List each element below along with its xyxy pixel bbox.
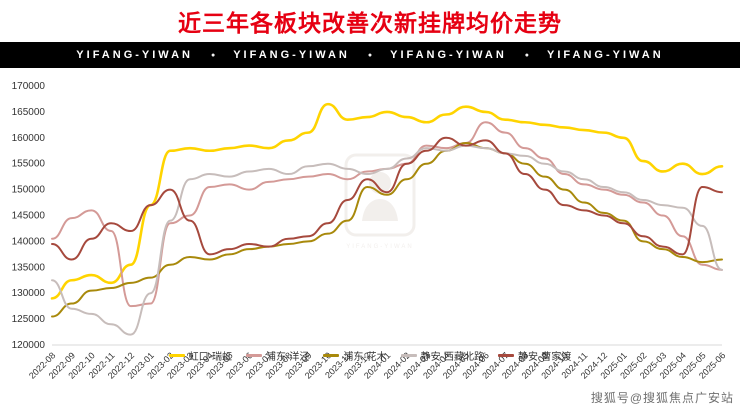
legend-label: 静安-曹家渡 [518, 352, 572, 363]
bullet-separator-icon: ● [367, 51, 373, 59]
svg-text:150000: 150000 [12, 185, 46, 196]
svg-text:165000: 165000 [12, 107, 46, 118]
source-watermark: 搜狐号@搜狐焦点广安站 [590, 391, 734, 405]
legend-marker [168, 354, 185, 357]
legend-item: 浦东-花木 [323, 348, 387, 363]
svg-text:160000: 160000 [12, 133, 46, 144]
legend-label: 静安-西藏北路 [420, 352, 485, 363]
svg-text:125000: 125000 [12, 314, 46, 325]
svg-text:155000: 155000 [12, 159, 46, 170]
page-title: 近三年各板块改善次新挂牌均价走势 [178, 10, 562, 36]
brand-text: YIFANG-YIWAN [76, 49, 193, 61]
chart-legend: 虹口-瑞虹 浦东-洋泾 浦东-花木 静安-西藏北路 静安-曹家渡 [0, 348, 740, 363]
bullet-separator-icon: ● [524, 51, 530, 59]
legend-item: 静安-西藏北路 [400, 348, 485, 363]
legend-label: 浦东-洋泾 [265, 352, 310, 363]
legend-item: 虹口-瑞虹 [168, 348, 232, 363]
bullet-separator-icon: ● [210, 51, 216, 59]
legend-item: 静安-曹家渡 [498, 348, 571, 363]
svg-text:130000: 130000 [12, 288, 46, 299]
svg-text:170000: 170000 [12, 81, 46, 92]
legend-marker [400, 354, 417, 357]
legend-marker [498, 354, 515, 357]
brand-banner: YIFANG-YIWAN ● YIFANG-YIWAN ● YIFANG-YIW… [0, 42, 740, 68]
price-trend-chart: 120000 125000 130000 135000 140000 145000 1500… [12, 81, 728, 381]
legend-marker [245, 354, 262, 357]
legend-marker [323, 354, 340, 357]
brand-text: YIFANG-YIWAN [390, 49, 507, 61]
svg-text:140000: 140000 [12, 236, 46, 247]
svg-text:145000: 145000 [12, 211, 46, 222]
brand-text: YIFANG-YIWAN [233, 49, 350, 61]
brand-text: YIFANG-YIWAN [547, 49, 664, 61]
svg-text:135000: 135000 [12, 262, 46, 273]
legend-label: 虹口-瑞虹 [188, 352, 232, 363]
legend-label: 浦东-花木 [343, 352, 387, 363]
svg-text:120000: 120000 [12, 340, 46, 351]
chart-area: YIFANG-YIWAN 120000 125000 130000 135000 140… [0, 68, 740, 408]
legend-item: 浦东-洋泾 [245, 348, 310, 363]
